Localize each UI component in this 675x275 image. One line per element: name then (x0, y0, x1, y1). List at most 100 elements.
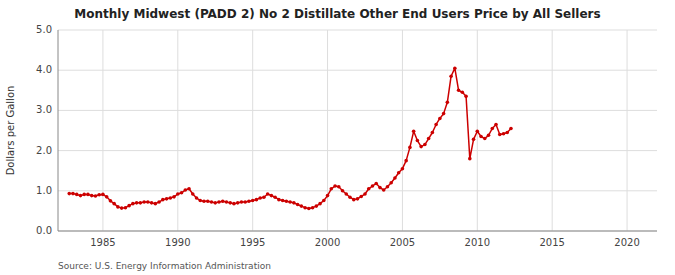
point (101, 193, 105, 197)
chart: Monthly Midwest (PADD 2) No 2 Distillate… (0, 0, 675, 275)
point (397, 171, 401, 175)
y-grid-line (58, 30, 657, 31)
line (69, 68, 511, 208)
point (202, 199, 206, 203)
point (449, 74, 453, 78)
x-tick-label: 1995 (240, 237, 265, 248)
point (183, 188, 187, 192)
point (303, 206, 307, 210)
point (75, 193, 79, 197)
point (382, 188, 386, 192)
point (322, 199, 326, 203)
point (401, 167, 405, 171)
point (112, 202, 116, 206)
point (333, 184, 337, 188)
y-grid-line (58, 110, 657, 111)
point (243, 200, 247, 204)
point (240, 200, 244, 204)
y-tick-label: 0.0 (36, 225, 52, 236)
point (228, 201, 232, 205)
y-axis-label: Dollars per Gallon (5, 86, 16, 176)
point (139, 201, 143, 205)
point (371, 184, 375, 188)
x-axis-line (58, 231, 657, 232)
point (79, 194, 83, 198)
point (172, 195, 176, 199)
point (154, 202, 158, 206)
point (479, 135, 483, 139)
point (472, 138, 476, 142)
point (412, 130, 416, 134)
point (494, 123, 498, 127)
point (161, 198, 165, 202)
point (438, 117, 442, 121)
point (270, 194, 274, 198)
point (236, 201, 240, 205)
point (490, 127, 494, 131)
point (195, 196, 199, 200)
title: Monthly Midwest (PADD 2) No 2 Distillate… (74, 7, 600, 21)
y-tick-label: 1.0 (36, 185, 52, 196)
point (442, 112, 446, 116)
point (273, 195, 277, 199)
point (120, 206, 124, 210)
point (206, 199, 210, 203)
point (329, 187, 333, 191)
point (296, 203, 300, 207)
point (217, 200, 221, 204)
point (288, 200, 292, 204)
point (487, 134, 491, 138)
point (105, 195, 109, 199)
point (307, 207, 311, 211)
point (348, 195, 352, 199)
point (277, 198, 281, 202)
point (135, 201, 139, 205)
point (446, 101, 450, 105)
point (453, 66, 457, 70)
x-grid-line (552, 30, 553, 231)
point (367, 187, 371, 191)
point (352, 198, 356, 202)
point (255, 198, 259, 202)
point (408, 146, 412, 150)
point (198, 199, 202, 203)
point (232, 202, 236, 206)
point (97, 193, 101, 197)
series (67, 66, 512, 210)
point (165, 197, 169, 201)
x-tick-label: 2020 (614, 237, 639, 248)
point (431, 131, 435, 135)
point (419, 145, 423, 149)
point (210, 200, 214, 204)
point (434, 123, 438, 127)
point (326, 194, 330, 198)
point (169, 196, 173, 200)
y-tick-label: 2.0 (36, 145, 52, 156)
point (90, 194, 94, 198)
point (386, 185, 390, 189)
point (180, 191, 184, 195)
x-tick-label: 1985 (90, 237, 115, 248)
point (187, 187, 191, 191)
point (109, 199, 113, 203)
point (221, 199, 225, 203)
point (146, 200, 150, 204)
y-tick-label: 4.0 (36, 64, 52, 75)
x-grid-line (177, 30, 178, 231)
point (374, 182, 378, 186)
point (142, 200, 146, 204)
point (225, 200, 229, 204)
y-tick-label: 3.0 (36, 104, 52, 115)
y-grid-line (58, 150, 657, 151)
point (393, 176, 397, 180)
point (86, 193, 90, 197)
point (378, 186, 382, 190)
point (502, 132, 506, 136)
point (258, 196, 262, 200)
x-tick-label: 2010 (465, 237, 490, 248)
point (315, 204, 319, 208)
point (292, 201, 296, 205)
point (461, 91, 465, 95)
point (71, 192, 75, 196)
point (281, 199, 285, 203)
